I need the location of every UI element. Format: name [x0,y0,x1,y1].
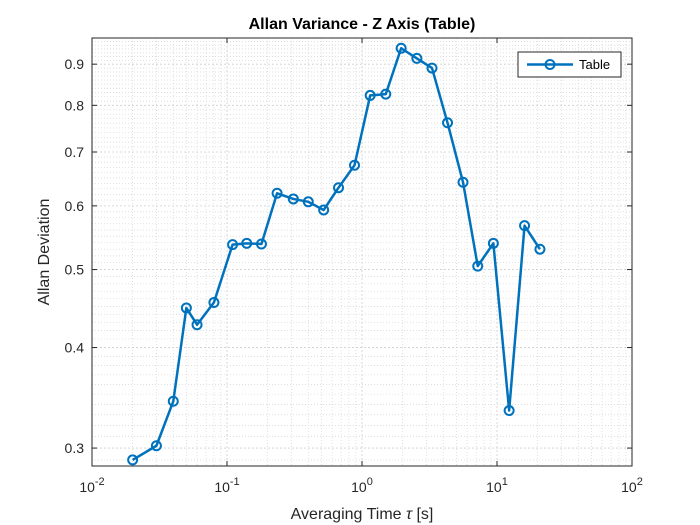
x-axis-title-unit: [s] [416,506,433,523]
x-tick-label-exponent: 1 [502,476,508,488]
x-tick-label-base: 10 [214,479,230,495]
data-point [333,182,345,194]
x-tick-label-base: 10 [486,479,502,495]
x-tick-label: 10-2 [79,476,104,495]
y-axis-ticks: 0.3 0.4 0.5 0.6 0.7 0.8 0.9 [65,56,632,456]
data-point [519,220,531,232]
y-axis-title: Allan Deviation [36,199,53,306]
y-tick-label: 0.5 [65,262,85,278]
chart-title: Allan Variance - Z Axis (Table) [249,16,476,33]
x-tick-label: 102 [621,476,643,495]
series-line [131,46,541,461]
data-point [127,454,139,466]
data-point [150,440,162,452]
data-point [472,260,484,272]
x-tick-label-exponent: -1 [230,476,240,488]
x-tick-label-exponent: 2 [637,476,643,488]
x-axis-title: Averaging Time τ [s] [291,506,434,523]
legend-label: Table [579,57,610,72]
y-tick-label: 0.6 [65,198,85,214]
data-point [180,302,192,314]
x-tick-label: 100 [351,476,373,495]
x-axis-ticks: 10-2 10-1 100 101 102 [79,38,643,495]
data-point [503,405,515,417]
data-point [287,193,299,205]
data-point [167,395,179,407]
data-point [534,243,546,255]
data-point [302,196,314,208]
data-point [457,176,469,188]
y-tick-label: 0.4 [65,340,85,356]
data-point [442,117,454,129]
y-tick-label: 0.7 [65,144,85,160]
y-tick-label: 0.3 [65,440,85,456]
minor-grid [92,37,632,466]
data-point [318,204,330,216]
x-axis-title-prefix: Averaging Time [291,506,402,523]
x-tick-label-base: 10 [351,479,367,495]
x-tick-label: 101 [486,476,508,495]
x-tick-label: 10-1 [214,476,239,495]
data-point [241,237,253,249]
data-point [208,297,220,309]
series-layer [127,42,546,466]
x-tick-label-base: 10 [621,479,637,495]
legend: Table [517,51,622,78]
x-tick-label-base: 10 [79,479,95,495]
x-tick-label-exponent: -2 [95,476,105,488]
data-point [395,42,407,54]
x-axis-title-symbol: τ [406,506,413,523]
data-point [227,239,239,251]
data-point [426,62,438,74]
y-tick-label: 0.8 [65,97,85,113]
y-tick-label: 0.9 [65,56,85,72]
x-tick-label-exponent: 0 [367,476,373,488]
data-point [487,237,499,249]
data-point [349,159,361,171]
data-point [411,52,423,64]
data-point [191,319,203,331]
data-point [364,89,376,101]
data-point [271,187,283,199]
data-point [255,238,267,250]
legend-marker [544,59,556,70]
data-point [380,88,392,100]
